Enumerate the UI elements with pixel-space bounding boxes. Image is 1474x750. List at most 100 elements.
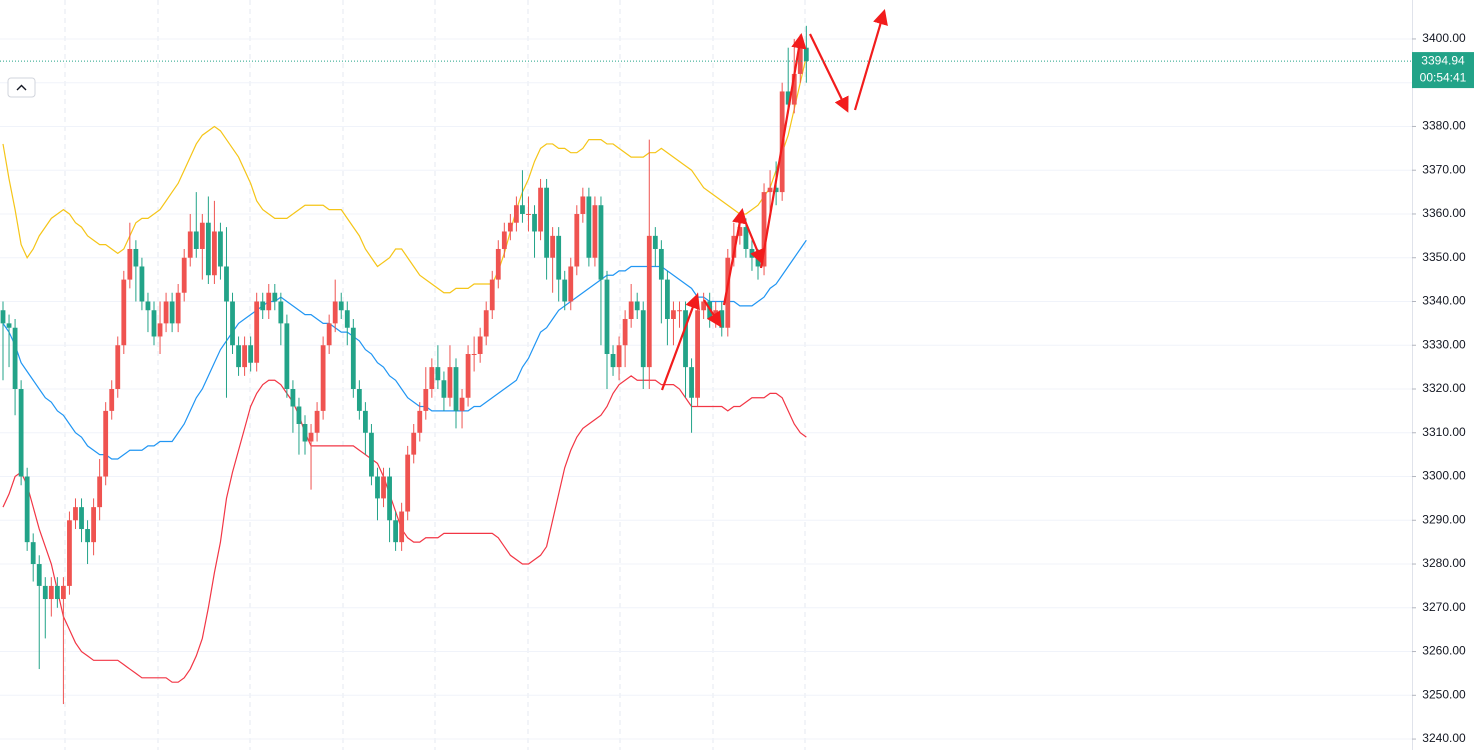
candle-body (205, 222, 211, 276)
last-price-label: 3394.94 (1421, 53, 1465, 67)
arrow (741, 215, 765, 265)
price-scale (1412, 0, 1474, 750)
candle-body (441, 380, 447, 398)
candle-body (67, 520, 72, 586)
candle-body (514, 205, 519, 223)
candle-body (272, 292, 278, 302)
candle-body (181, 257, 187, 293)
candle-body (230, 301, 235, 346)
candle-body (658, 248, 664, 280)
candle-body (278, 301, 284, 324)
candle-body (719, 310, 725, 328)
candle-body (73, 507, 78, 521)
candle-body (417, 410, 423, 433)
candle-body (302, 424, 308, 442)
candle-body (785, 91, 791, 105)
candle-body (248, 345, 254, 363)
candle-body (737, 227, 743, 236)
candle-body (574, 213, 580, 267)
candle-body (791, 73, 797, 105)
candle-body (79, 507, 84, 530)
candle-body (634, 301, 640, 311)
candle-body (157, 323, 163, 337)
candle-body (683, 310, 688, 368)
candle-body (115, 345, 121, 390)
y-tick-label: 3360.00 (1422, 206, 1466, 220)
chevron-icon[interactable] (16, 84, 27, 91)
candle-body (369, 432, 374, 477)
candle-body (797, 47, 803, 74)
candle-body (151, 310, 157, 337)
collapse-button[interactable] (7, 77, 36, 98)
candle-body (435, 367, 441, 381)
candle-body (507, 222, 513, 232)
candle-body (767, 187, 773, 193)
candle-body (332, 301, 338, 324)
candle-body (665, 279, 670, 319)
candle-body (36, 564, 42, 586)
candle-body (689, 367, 694, 398)
candle-body (423, 389, 429, 411)
candle-body (127, 248, 133, 280)
candle-body (550, 235, 556, 258)
candle-body (586, 196, 592, 258)
candle-body (701, 301, 707, 311)
candle-body (556, 235, 562, 280)
candle-body (646, 235, 652, 368)
candle-body (290, 389, 296, 407)
candle-body (453, 367, 459, 411)
arrow (853, 9, 888, 111)
candle-body (363, 410, 368, 433)
candle-body (344, 310, 350, 328)
candle-body (356, 389, 362, 411)
candle-body (139, 266, 145, 302)
button-frame[interactable] (7, 77, 36, 98)
arrow (703, 299, 722, 328)
candle-body (97, 476, 103, 508)
candle-body (375, 476, 380, 499)
candle-body (749, 248, 755, 258)
candle-body (199, 222, 205, 249)
candle-body (54, 585, 60, 600)
candle-body (48, 585, 54, 600)
candle-body (477, 336, 483, 354)
candle-body (677, 310, 682, 312)
y-tick-label: 3290.00 (1422, 512, 1466, 526)
candle-body (495, 248, 501, 280)
candle-body (459, 397, 465, 411)
candle-body (169, 301, 175, 324)
candle-body (393, 520, 398, 543)
price-axis: 3240.00 3250.00 3260.00 3270.00 3280.00 3290.… (1412, 31, 1466, 745)
candle-body (61, 585, 66, 600)
candle-body (381, 476, 386, 499)
candle-body (622, 318, 628, 346)
candle-body (695, 310, 700, 398)
y-tick-label: 3260.00 (1422, 644, 1466, 658)
candle-body (163, 301, 169, 324)
bollinger-bands (2, 56, 807, 683)
y-tick-label: 3380.00 (1422, 119, 1466, 133)
candle-body (616, 345, 622, 368)
candle-body (465, 353, 471, 398)
candle-body (18, 389, 24, 477)
candle-body (260, 301, 266, 311)
candle-body (471, 353, 477, 355)
candle-body (296, 406, 302, 425)
candle-body (411, 432, 417, 455)
candle-body (532, 213, 537, 232)
candle-body (761, 192, 767, 267)
candle-body (193, 231, 199, 249)
candle-body (447, 367, 453, 398)
arrow (660, 293, 700, 391)
band-line (2, 239, 807, 460)
candle-body (652, 235, 658, 249)
y-tick-label: 3340.00 (1422, 294, 1466, 308)
last-price-box (1412, 52, 1474, 89)
candle-body (30, 542, 36, 565)
candle-body (725, 257, 731, 328)
candle-body (218, 231, 223, 267)
candle-body (284, 323, 290, 390)
candle-body (266, 292, 272, 311)
candle-body (212, 231, 217, 276)
